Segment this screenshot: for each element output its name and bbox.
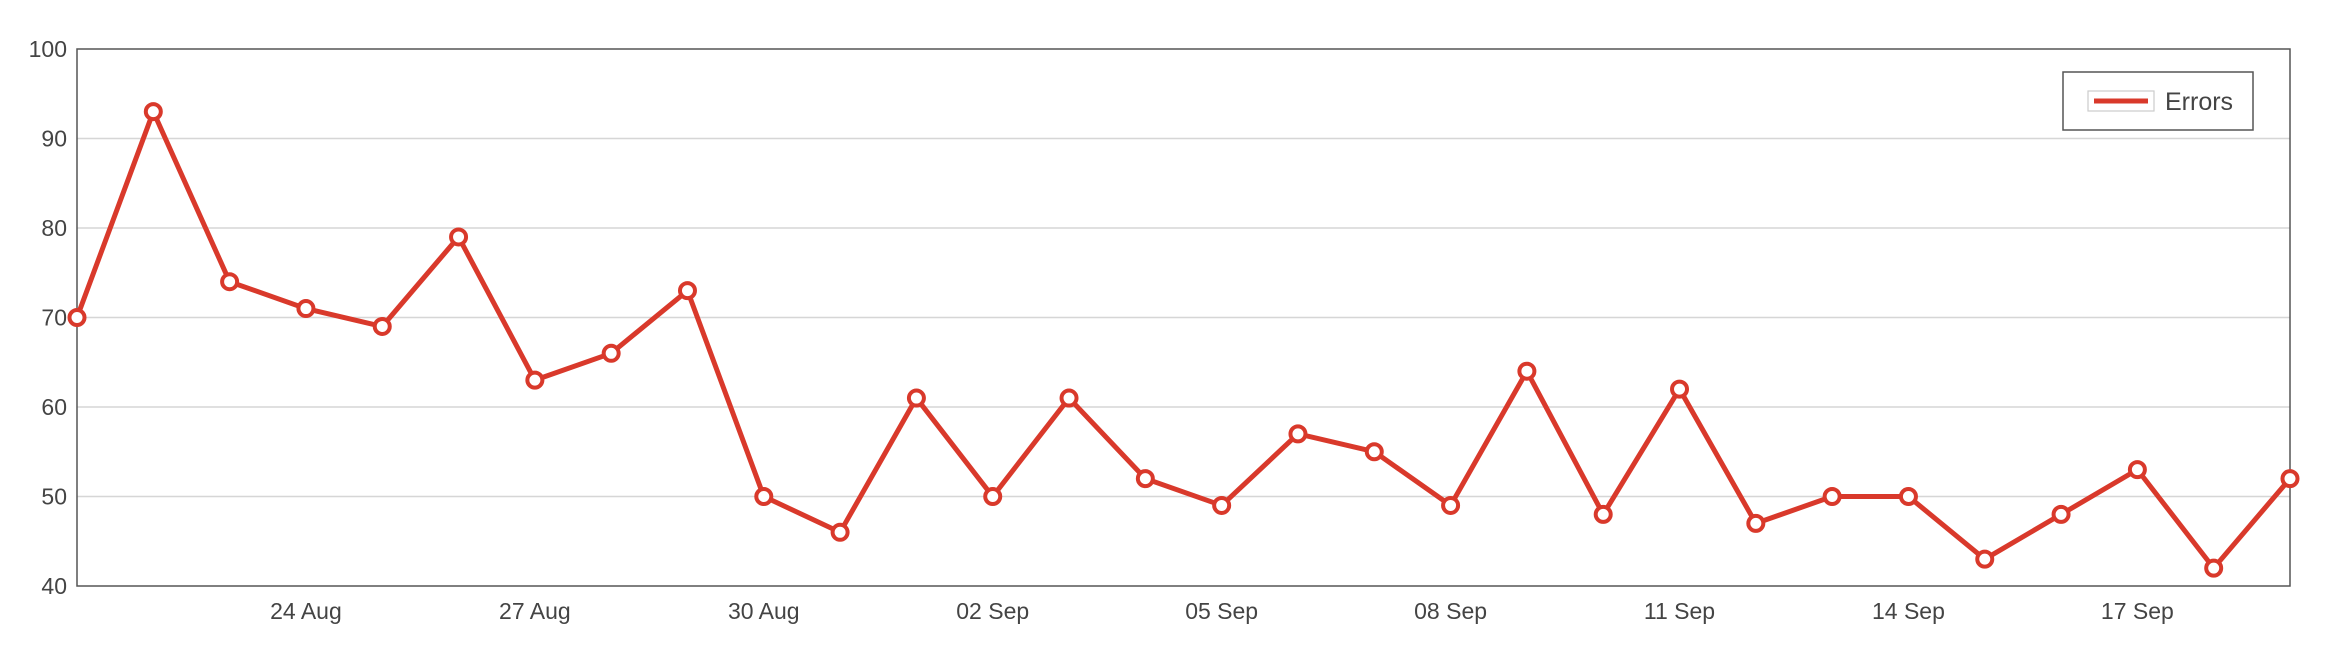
x-tick-label: 08 Sep [1414,598,1487,624]
series-line [74,105,2292,573]
data-point[interactable] [1517,361,1537,381]
data-point[interactable] [1212,495,1232,515]
data-point[interactable] [754,487,774,506]
data-point[interactable] [1593,504,1613,524]
data-point[interactable] [1822,487,1842,506]
data-point[interactable] [1898,487,1918,506]
data-point[interactable] [2051,504,2071,524]
y-tick-label: 40 [41,573,67,599]
x-tick-label: 05 Sep [1185,598,1258,624]
data-point[interactable] [2280,469,2300,489]
x-tick-label: 17 Sep [2101,598,2174,624]
data-point[interactable] [525,370,545,390]
x-tick-label: 24 Aug [270,598,342,624]
y-tick-label: 100 [29,36,67,62]
series-errors [67,102,2300,578]
gridlines [77,137,2290,498]
data-point[interactable] [677,281,697,301]
data-point[interactable] [1746,513,1766,533]
x-tick-label: 02 Sep [956,598,1029,624]
data-point[interactable] [220,272,240,292]
y-axis-ticks: 40 50 60 70 80 90 100 [29,36,67,599]
data-point[interactable] [67,308,87,327]
data-point[interactable] [983,487,1003,506]
data-point[interactable] [906,388,926,408]
data-point[interactable] [2127,460,2147,480]
y-tick-label: 80 [41,215,67,241]
data-point[interactable] [830,522,850,542]
data-point[interactable] [1670,379,1690,399]
data-point[interactable] [1059,388,1079,408]
y-tick-label: 50 [41,484,67,510]
data-point[interactable] [449,227,469,247]
data-point[interactable] [1364,442,1384,462]
data-point[interactable] [1975,549,1995,569]
x-axis-ticks: 24 Aug 27 Aug 30 Aug 02 Sep 05 Sep 08 Sep 11 S… [270,598,2174,624]
data-point[interactable] [296,299,316,319]
y-tick-label: 60 [41,394,67,420]
data-point[interactable] [1288,424,1308,444]
legend[interactable]: Errors [2062,71,2254,131]
x-tick-label: 30 Aug [728,598,800,624]
x-tick-label: 14 Sep [1872,598,1945,624]
x-tick-label: 27 Aug [499,598,571,624]
data-point[interactable] [1135,469,1155,489]
legend-label: Errors [2165,88,2233,116]
data-point[interactable] [601,343,621,363]
data-point[interactable] [1441,495,1461,515]
data-point[interactable] [143,102,163,122]
y-tick-label: 70 [41,305,67,331]
data-point[interactable] [372,316,392,336]
y-tick-label: 90 [41,126,67,152]
x-tick-label: 11 Sep [1644,598,1715,624]
data-point[interactable] [2204,558,2224,578]
